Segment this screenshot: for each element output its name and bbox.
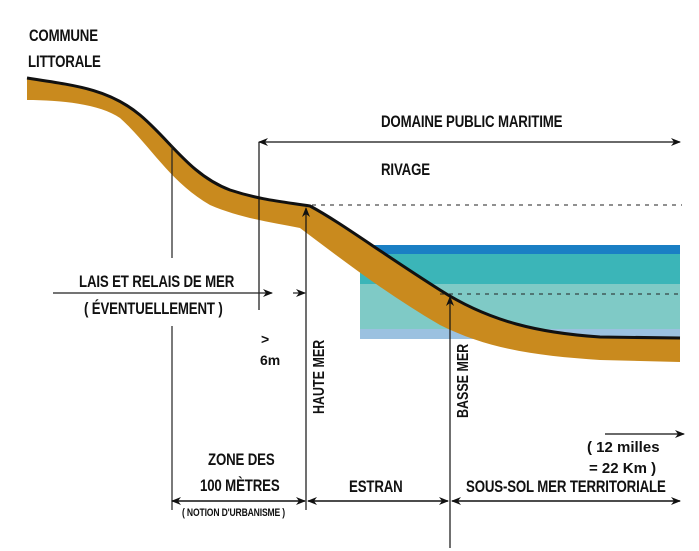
- basse-mer-label: BASSE MER: [455, 343, 472, 418]
- sous-sol-mer-territoriale-label: SOUS-SOL MER TERRITORIALE: [466, 477, 666, 496]
- ground-profile: [26, 76, 681, 362]
- six-meter-label: 6m: [260, 352, 281, 368]
- estran-label: ESTRAN: [349, 477, 403, 496]
- eventuellement-label: ( ÉVENTUELLEMENT ): [84, 299, 223, 318]
- greater-than-symbol: >: [261, 331, 270, 347]
- haute-mer-label: HAUTE MER: [311, 339, 328, 414]
- cent-metres-label: 100 MÈTRES: [200, 476, 280, 495]
- lais-relais-label: LAIS ET RELAIS DE MER: [79, 272, 235, 291]
- rivage-label: RIVAGE: [381, 160, 430, 179]
- notion-urbanisme-label: ( NOTION D'URBANISME ): [182, 507, 285, 519]
- commune-label-line1: COMMUNE: [29, 26, 98, 45]
- zone-des-label: ZONE DES: [208, 450, 275, 469]
- commune-label-line2: LITTORALE: [28, 52, 101, 71]
- twelve-milles-label: ( 12 milles: [587, 439, 660, 456]
- domaine-public-maritime-label: DOMAINE PUBLIC MARITIME: [381, 112, 563, 131]
- twenty-two-km-label: = 22 Km ): [589, 460, 657, 477]
